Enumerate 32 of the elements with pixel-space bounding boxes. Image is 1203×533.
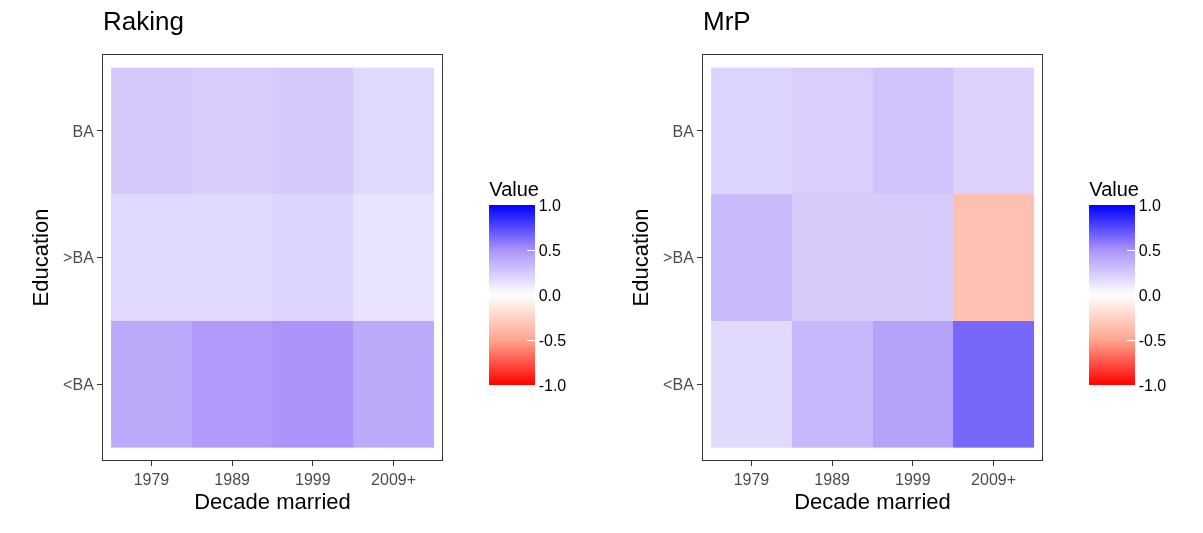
x-axis-title: Decade married [794, 489, 951, 515]
y-axis-title: Education [627, 208, 653, 307]
y-tick-label: >BA [63, 249, 95, 267]
x-tick-label: 1979 [133, 471, 170, 489]
color-bar-label: 0.0 [1138, 286, 1162, 304]
y-tick-label: BA [72, 122, 95, 140]
x-tick-label: 1979 [733, 471, 770, 489]
color-bar-label: -0.5 [538, 331, 567, 349]
color-bar-label: 1.0 [538, 196, 562, 214]
x-tick-label: 2009+ [971, 471, 1017, 489]
color-bar-label: -0.5 [1138, 331, 1167, 349]
chart-title: MrP [703, 6, 751, 37]
chart-title: Raking [103, 6, 184, 37]
color-bar-title: Value [1089, 178, 1139, 201]
x-tick-label: 1999 [895, 471, 931, 489]
color-bar-label: -1.0 [1138, 376, 1167, 394]
y-tick-label: >BA [663, 249, 695, 267]
color-bar-label: -1.0 [538, 376, 567, 394]
x-tick-label: 1989 [814, 471, 851, 489]
color-bar-title: Value [489, 178, 539, 201]
x-tick-label: 1999 [295, 471, 331, 489]
y-tick-label: <BA [63, 375, 95, 393]
y-tick-label: <BA [663, 375, 695, 393]
color-bar-label: 1.0 [1138, 196, 1162, 214]
x-axis-title: Decade married [194, 489, 351, 515]
x-tick-label: 2009+ [371, 471, 417, 489]
x-tick-label: 1989 [214, 471, 251, 489]
color-bar-label: 0.0 [538, 286, 562, 304]
y-axis-title: Education [27, 208, 53, 307]
y-tick-label: BA [672, 122, 695, 140]
color-bar-label: 0.5 [538, 241, 562, 259]
color-bar-label: 0.5 [1138, 241, 1162, 259]
